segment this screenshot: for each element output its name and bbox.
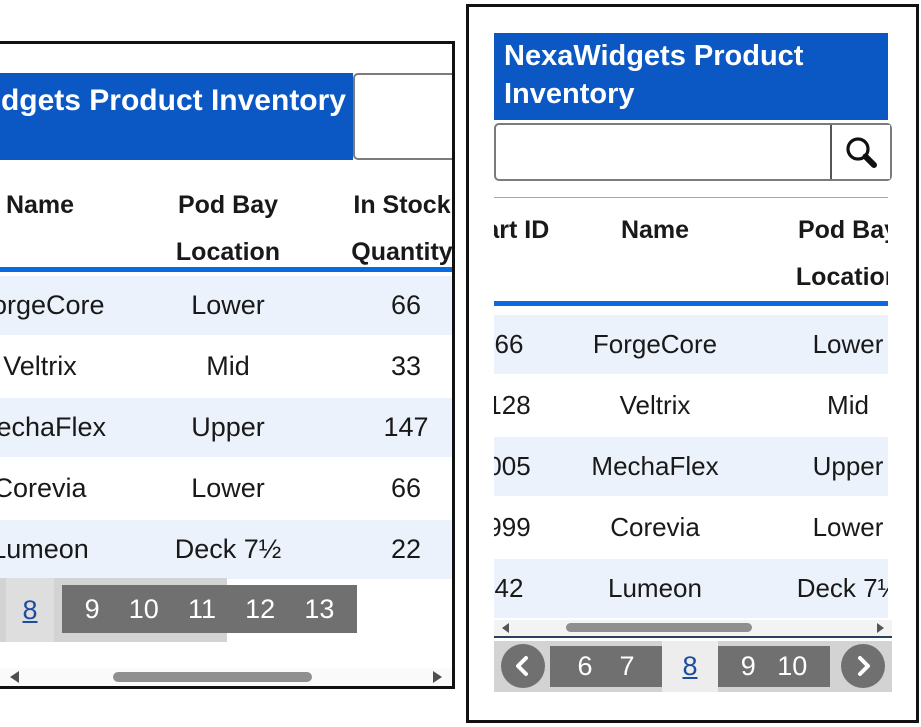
cell-id: 66	[494, 329, 524, 359]
cell-location: Mid	[827, 390, 869, 420]
cell-name: Lumeon	[0, 534, 89, 564]
page-title: NexaWidgets Product Inventory	[0, 84, 346, 117]
cell-location: Lower	[812, 512, 884, 542]
magnifier-icon	[846, 137, 877, 168]
header-divider	[494, 301, 888, 306]
cell-location: Upper	[191, 412, 265, 442]
scrollbar-thumb[interactable]	[566, 623, 752, 632]
cell-name: ForgeCore	[592, 329, 718, 359]
cell-location: Deck 7½	[796, 573, 888, 603]
cell-id: 42	[494, 573, 524, 603]
cell-name: MechaFlex	[0, 412, 107, 442]
table-row: 999 Corevia Lower	[494, 498, 888, 557]
page-title: NexaWidgets Product Inventory	[504, 40, 804, 110]
page-button[interactable]: 12	[245, 593, 276, 624]
cell-quantity: 33	[390, 351, 422, 381]
cell-quantity: 66	[390, 290, 422, 320]
cell-name: Veltrix	[3, 351, 77, 381]
right-viewport-panel: NexaWidgets Product Inventory Part ID Na…	[466, 4, 919, 723]
scroll-left-arrow-icon[interactable]	[10, 671, 19, 683]
column-header-name: Name	[620, 216, 690, 244]
cell-location: Lower	[191, 473, 265, 503]
app-title-banner: NexaWidgets Product Inventory	[0, 73, 353, 160]
pagination-pages: 9 10 11 12 13	[62, 585, 357, 633]
cell-quantity: 66	[390, 473, 422, 503]
cell-id: 128	[494, 390, 531, 420]
page-button[interactable]: 13	[304, 593, 335, 624]
chevron-left-icon	[516, 656, 528, 676]
page-button[interactable]: 9	[740, 651, 756, 681]
app-title-banner: NexaWidgets Product Inventory	[494, 33, 888, 120]
scroll-right-arrow-icon[interactable]	[877, 623, 884, 633]
table-row: Lumeon Deck 7½ 22	[0, 520, 452, 579]
column-header-id: Part ID	[494, 216, 550, 244]
page-button[interactable]: 7	[619, 651, 635, 681]
search-input[interactable]	[353, 73, 452, 160]
cell-name: Veltrix	[619, 390, 691, 420]
search-input[interactable]	[496, 125, 830, 179]
left-viewport-panel: NexaWidgets Product Inventory Name Pod B…	[0, 41, 455, 689]
table-row: 66 ForgeCore Lower	[494, 315, 888, 374]
column-header-name: Name	[5, 191, 75, 219]
cell-name: Corevia	[0, 473, 87, 503]
cell-id: 999	[494, 512, 531, 542]
table-row: ForgeCore Lower 66	[0, 276, 452, 335]
pagination-current-page[interactable]: 8	[662, 641, 718, 692]
cell-name: Corevia	[610, 512, 700, 542]
cell-location: Lower	[191, 290, 265, 320]
page-button[interactable]: 9	[84, 593, 100, 624]
table-row: Veltrix Mid 33	[0, 337, 452, 396]
footer-rule	[494, 636, 892, 638]
search-bar	[494, 123, 892, 181]
table-top-rule	[494, 197, 888, 198]
pagination-pages-right: 9 10	[718, 646, 830, 687]
cell-location: Deck 7½	[174, 534, 282, 564]
cell-location: Upper	[812, 451, 884, 481]
cell-name: ForgeCore	[0, 290, 105, 320]
header-divider	[0, 267, 452, 272]
search-separator	[830, 125, 832, 179]
pagination-bar: 6 7 8 9 10	[494, 641, 892, 692]
column-header-location: Pod Bay Location	[175, 191, 281, 266]
search-button[interactable]	[832, 125, 890, 179]
cell-name: Lumeon	[608, 573, 702, 603]
cell-quantity: 22	[390, 534, 422, 564]
scroll-right-arrow-icon[interactable]	[433, 671, 442, 683]
page-button[interactable]: 10	[777, 651, 808, 681]
table-row: 42 Lumeon Deck 7½	[494, 559, 888, 618]
pagination-current-page[interactable]: 8	[6, 578, 54, 642]
column-header-quantity: In Stock Quantity	[351, 191, 453, 266]
scroll-left-arrow-icon[interactable]	[502, 623, 509, 633]
page-button[interactable]: 6	[577, 651, 593, 681]
table-row: 005 MechaFlex Upper	[494, 437, 888, 496]
previous-page-button[interactable]	[501, 644, 545, 688]
column-header-location: Pod Bay Location	[795, 216, 888, 291]
cell-id: 005	[494, 451, 531, 481]
page-button[interactable]: 10	[128, 593, 159, 624]
table-row: MechaFlex Upper 147	[0, 398, 452, 457]
pagination-pages-left: 6 7	[550, 646, 662, 687]
cell-location: Lower	[812, 329, 884, 359]
scrollbar-thumb[interactable]	[113, 672, 312, 682]
next-page-button[interactable]	[841, 644, 885, 688]
cell-name: MechaFlex	[591, 451, 719, 481]
cell-location: Mid	[206, 351, 250, 381]
cell-quantity: 147	[383, 412, 429, 442]
chevron-right-icon	[858, 656, 870, 676]
table-row: Corevia Lower 66	[0, 459, 452, 518]
table-row: 128 Veltrix Mid	[494, 376, 888, 435]
page-button[interactable]: 11	[187, 593, 216, 624]
table-viewport: Part ID Name Pod Bay Location 66 ForgeCo…	[494, 200, 888, 619]
